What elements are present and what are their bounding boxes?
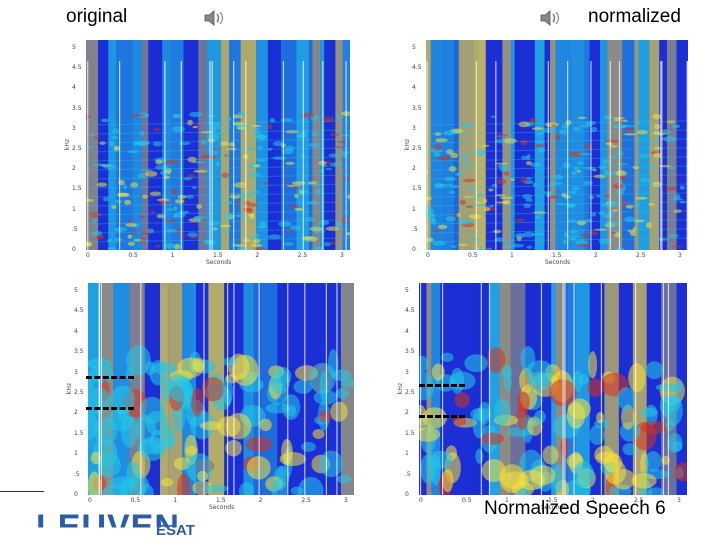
spectrogram-normalized-wideband <box>419 283 687 495</box>
x-axis-label: Seconds <box>209 504 235 511</box>
x-tick-label: 1 <box>170 252 175 259</box>
spectrogram-original-narrowband <box>86 40 350 250</box>
y-tick-label: 2 <box>74 409 78 417</box>
y-tick-label: .5 <box>72 225 78 233</box>
y-tick-label: 3.5 <box>405 348 415 356</box>
x-tick-label: 0.5 <box>130 497 141 504</box>
y-tick-label: 3.5 <box>412 104 422 112</box>
x-tick-label: 1 <box>510 252 514 259</box>
y-tick-label: 2.5 <box>74 389 84 396</box>
y-tick-label: .5 <box>405 470 411 478</box>
y-tick-label: 0 <box>72 246 76 253</box>
x-tick-label: 3 <box>678 252 682 259</box>
x-tick-label: 2.5 <box>301 497 311 504</box>
y-tick-label: 2.5 <box>72 145 82 152</box>
y-tick-label: 1.5 <box>412 185 422 193</box>
y-tick-label: 0 <box>74 491 78 498</box>
y-tick-label: 3.5 <box>74 348 84 356</box>
x-tick-label: 1 <box>505 497 509 504</box>
y-tick-label: 2 <box>405 409 409 417</box>
y-tick-label: 3 <box>405 368 409 376</box>
y-tick-label: 2.5 <box>412 145 422 152</box>
y-tick-label: 5 <box>405 287 409 294</box>
y-axis-label: kHz <box>404 138 412 151</box>
y-tick-label: 4 <box>74 327 78 335</box>
y-tick-label: 2 <box>72 165 76 173</box>
y-tick-label: 3.5 <box>72 104 82 112</box>
x-axis-label: Seconds <box>206 259 232 266</box>
x-axis-label: Seconds <box>545 259 571 266</box>
x-tick-label: 0 <box>426 252 430 259</box>
y-axis-label: kHz <box>66 382 74 395</box>
y-tick-label: 4 <box>405 327 409 335</box>
footer-divider <box>0 491 44 492</box>
x-tick-label: 0 <box>419 497 423 504</box>
dashed-marker <box>86 376 134 379</box>
logo-wordmark: LEUVEN <box>36 508 180 546</box>
y-tick-label: 1 <box>412 205 416 213</box>
x-tick-label: 2.5 <box>634 497 644 504</box>
slide-caption: Normalized Speech 6 <box>484 498 666 519</box>
speaker-icon[interactable] <box>202 6 226 30</box>
dashed-marker <box>419 384 465 387</box>
y-axis-label: kHz <box>64 138 72 151</box>
x-tick-label: 0 <box>86 252 90 259</box>
x-tick-label: 2 <box>258 497 263 504</box>
y-tick-label: .5 <box>74 470 80 478</box>
y-tick-label: 1.5 <box>72 185 82 193</box>
y-tick-label: 2 <box>412 165 416 173</box>
x-tick-label: 1.5 <box>213 252 223 259</box>
y-tick-label: 1 <box>74 450 78 458</box>
x-axis-label: Seconds <box>541 504 567 511</box>
x-tick-label: 1.5 <box>548 497 558 504</box>
y-tick-label: 1 <box>405 450 409 458</box>
speaker-icon[interactable] <box>538 6 562 30</box>
normalized-label: normalized <box>588 6 681 27</box>
y-tick-label: 4.5 <box>74 307 84 315</box>
x-tick-label: 1.5 <box>552 252 562 259</box>
x-tick-label: 2.5 <box>636 252 646 259</box>
y-tick-label: 0 <box>412 246 416 253</box>
x-tick-label: 3 <box>677 497 681 504</box>
spectrogram-original-wideband <box>88 283 354 495</box>
y-tick-label: 4.5 <box>412 64 422 72</box>
y-tick-label: .5 <box>412 225 418 233</box>
y-tick-label: 4 <box>72 84 76 92</box>
y-tick-label: 5 <box>74 287 78 294</box>
y-tick-label: 4.5 <box>72 64 82 72</box>
x-tick-label: 0 <box>88 497 92 504</box>
x-tick-label: 2.5 <box>297 252 308 259</box>
spectrogram-normalized-narrowband <box>426 40 688 250</box>
y-tick-label: 3 <box>412 124 416 132</box>
x-tick-label: 2 <box>255 252 260 259</box>
x-tick-label: 0.5 <box>468 252 478 259</box>
x-tick-label: 1.5 <box>216 497 226 504</box>
x-tick-label: 3 <box>340 252 344 259</box>
dashed-marker <box>419 415 465 418</box>
y-tick-label: 1.5 <box>74 429 84 437</box>
y-tick-label: 1 <box>72 205 76 213</box>
logo-unit: ESAT <box>156 522 195 539</box>
x-tick-label: 0.5 <box>462 497 472 504</box>
y-tick-label: 5 <box>412 44 416 51</box>
x-tick-label: 2 <box>591 497 595 504</box>
x-tick-label: 0.5 <box>128 252 138 259</box>
y-tick-label: 3 <box>74 368 78 376</box>
y-tick-label: 0 <box>405 491 409 498</box>
dashed-marker <box>86 407 134 410</box>
x-tick-label: 2 <box>594 252 598 259</box>
y-tick-label: 3 <box>72 124 76 132</box>
y-tick-label: 4 <box>412 84 416 92</box>
y-tick-label: 1.5 <box>405 429 415 437</box>
x-tick-label: 1 <box>173 497 178 504</box>
y-tick-label: 5 <box>72 44 76 51</box>
y-tick-label: 4.5 <box>405 307 415 315</box>
y-tick-label: 2.5 <box>405 389 415 396</box>
x-tick-label: 3 <box>344 497 348 504</box>
original-label: original <box>66 6 128 27</box>
y-axis-label: kHz <box>397 382 405 395</box>
